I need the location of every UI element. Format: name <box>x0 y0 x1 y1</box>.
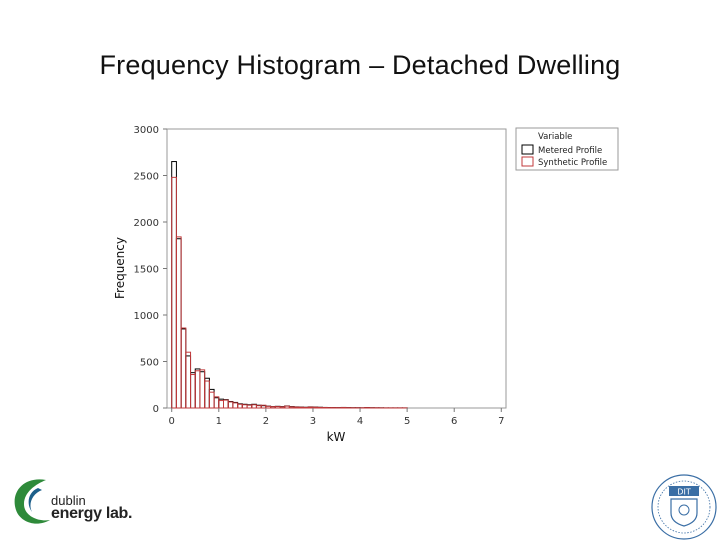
swoosh-icon <box>14 479 50 524</box>
synthetic-profile-bar <box>303 406 309 409</box>
legend-title: Variable <box>538 132 572 142</box>
legend-swatch-metered <box>521 144 534 155</box>
slide-title: Frequency Histogram – Detached Dwelling <box>99 50 621 80</box>
y-axis-label: Frequency <box>113 237 127 299</box>
histogram-chart: 0 500 1000 1500 2000 2500 3000 0 1 2 3 4 5 6 7 kW Fre… <box>113 125 619 444</box>
x-tick-label: 2 <box>263 416 269 427</box>
legend-label-metered: Metered Profile <box>538 146 602 156</box>
synthetic-profile-bar <box>293 406 300 409</box>
y-axis: 0 500 1000 1500 2000 2500 3000 <box>134 125 167 415</box>
y-tick-label: 3000 <box>134 125 159 136</box>
plot-frame <box>166 128 507 409</box>
legend-label-synthetic: Synthetic Profile <box>538 158 607 168</box>
x-axis-label: kW <box>327 430 346 444</box>
x-tick-label: 6 <box>451 416 457 427</box>
x-tick-label: 1 <box>216 416 222 427</box>
y-tick-label: 1000 <box>134 311 159 322</box>
dublin-logo-line1: dublin <box>51 493 86 508</box>
x-tick-label: 7 <box>498 416 504 427</box>
dublin-logo-line2: energy lab. <box>51 505 133 522</box>
synthetic-profile-bar <box>307 406 314 409</box>
x-tick-label: 3 <box>310 416 316 427</box>
dit-seal-logo: DIT <box>651 474 717 540</box>
legend: Variable Metered Profile Synthetic Profi… <box>515 127 619 171</box>
x-tick-label: 4 <box>357 416 363 427</box>
dit-text: DIT <box>677 488 691 497</box>
synthetic-profile-bar <box>317 406 323 409</box>
x-tick-label: 0 <box>169 416 175 427</box>
x-tick-label: 5 <box>404 416 410 427</box>
synthetic-profile-bar <box>312 406 319 409</box>
synthetic-profile-bar <box>175 236 182 409</box>
y-tick-label: 2500 <box>134 172 159 183</box>
legend-swatch-synthetic <box>521 156 534 167</box>
series-synthetic-profile <box>171 176 408 409</box>
x-axis: 0 1 2 3 4 5 6 7 <box>169 408 504 427</box>
y-tick-label: 500 <box>140 358 159 369</box>
synthetic-profile-bar <box>298 406 305 409</box>
y-tick-label: 1500 <box>134 265 159 276</box>
y-tick-label: 0 <box>153 404 159 415</box>
y-tick-label: 2000 <box>134 218 159 229</box>
